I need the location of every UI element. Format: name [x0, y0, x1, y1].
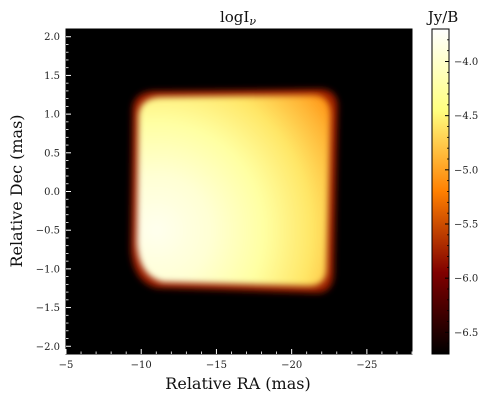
- chart-title: logIν: [220, 8, 256, 28]
- x-axis-label: Relative RA (mas): [165, 374, 310, 393]
- x-tick-label: −25: [356, 360, 377, 371]
- y-tick-label: 0.5: [44, 148, 60, 159]
- plot-area: [65, 28, 413, 355]
- y-tick-label: 1.5: [44, 71, 60, 82]
- y-tick-label: 0.0: [44, 187, 60, 198]
- y-tick-label: 2.0: [44, 32, 60, 43]
- colorbar-tick-label: −6.5: [454, 328, 478, 339]
- x-tick-label: −10: [131, 360, 152, 371]
- y-axis: 2.0 1.5 1.0 0.5 0.0 −0.5 −1.0 −1.5 −2.0: [36, 32, 71, 353]
- colorbar-tick-label: −6.0: [454, 274, 478, 285]
- y-axis-label: Relative Dec (mas): [7, 114, 26, 267]
- colorbar-tick-label: −5.5: [454, 220, 478, 231]
- x-tick-label: −5: [59, 360, 74, 371]
- y-tick-label: 1.0: [44, 110, 60, 121]
- colorbar-tick-label: −5.0: [454, 165, 478, 176]
- colorbar-tick-label: −4.0: [454, 57, 478, 68]
- y-tick-label: −1.5: [36, 303, 60, 314]
- colorbar-label: Jy/B: [426, 8, 459, 26]
- x-tick-label: −15: [206, 360, 227, 371]
- colorbar-tick-label: −4.5: [454, 111, 478, 122]
- y-tick-label: −0.5: [36, 226, 60, 237]
- y-tick-label: −2.0: [36, 342, 60, 353]
- title-main: logI: [220, 8, 249, 26]
- y-tick-label: −1.0: [36, 264, 60, 275]
- x-axis: −5 −10 −15 −20 −25: [59, 349, 413, 371]
- colorbar: −4.0 −4.5 −5.0 −5.5 −6.0 −6.5: [431, 28, 478, 355]
- x-tick-label: −20: [281, 360, 302, 371]
- title-subscript: ν: [249, 15, 256, 28]
- emission-region: [136, 94, 331, 287]
- colorbar-gradient: [431, 28, 450, 355]
